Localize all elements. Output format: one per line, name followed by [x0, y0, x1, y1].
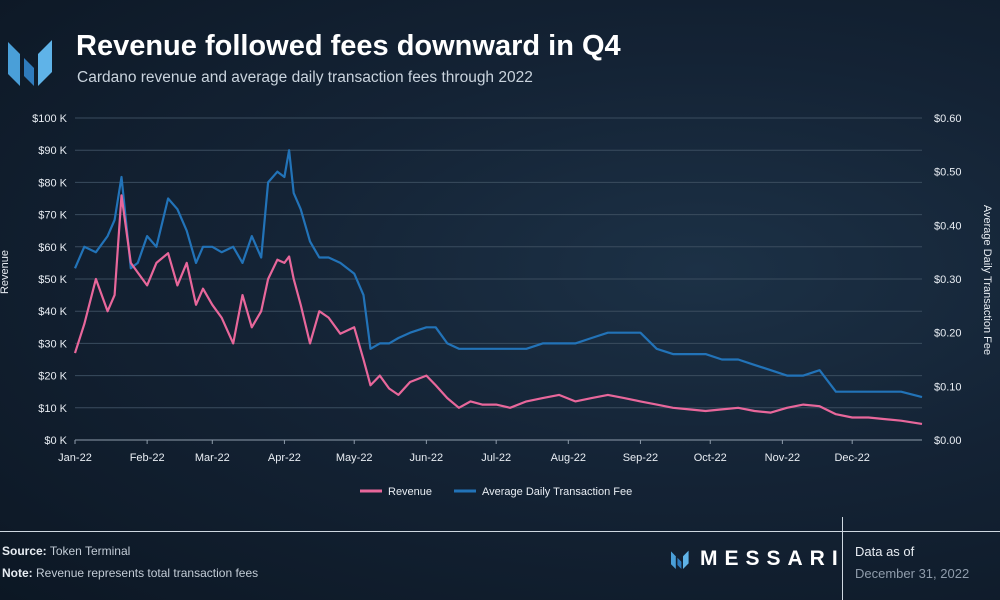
- legend-label-fee: Average Daily Transaction Fee: [482, 486, 632, 498]
- x-tick-label: Oct-22: [694, 452, 727, 464]
- x-tick-label: Sep-22: [623, 452, 658, 464]
- x-tick-label: Apr-22: [268, 452, 301, 464]
- series-lines: [73, 149, 923, 425]
- y-axis-left: $0 K $10 K $20 K $30 K $40 K $50 K $60 K $70 K $…: [32, 113, 68, 447]
- x-tick-label: Jan-22: [58, 452, 92, 464]
- data-as-of-date: December 31, 2022: [855, 566, 970, 581]
- legend: Revenue Average Daily Transaction Fee: [360, 486, 632, 498]
- y2-tick-label: $0.20: [934, 328, 962, 340]
- note-label: Note:: [2, 566, 33, 580]
- y-tick-label: $40 K: [38, 306, 67, 318]
- line-chart: $0 K $10 K $20 K $30 K $40 K $50 K $60 K $70 K $…: [0, 113, 993, 498]
- footer-vertical-divider: [842, 517, 843, 600]
- y-axis-right: $0.00 $0.10 $0.20 $0.30 $0.40 $0.50 $0.60: [934, 113, 962, 447]
- data-as-of-label: Data as of: [855, 544, 915, 559]
- y-tick-label: $70 K: [38, 210, 67, 222]
- x-tick-label: Feb-22: [130, 452, 165, 464]
- footer-divider: [0, 531, 1000, 532]
- brand: MESSARI: [670, 547, 845, 571]
- note-value: Revenue represents total transaction fee…: [36, 566, 259, 580]
- y-tick-label: $20 K: [38, 371, 67, 383]
- y-tick-label: $60 K: [38, 242, 67, 254]
- y2-tick-label: $0.60: [934, 113, 962, 125]
- y2-tick-label: $0.50: [934, 167, 962, 179]
- y-tick-label: $0 K: [44, 435, 67, 447]
- y-axis-label: Revenue: [0, 250, 11, 294]
- y2-tick-label: $0.10: [934, 381, 962, 393]
- source-label: Source:: [2, 544, 47, 558]
- x-tick-label: Mar-22: [195, 452, 230, 464]
- legend-label-revenue: Revenue: [388, 486, 432, 498]
- x-tick-label: Dec-22: [834, 452, 869, 464]
- y-tick-label: $90 K: [38, 145, 67, 157]
- chart-grid: [75, 117, 922, 441]
- y2-tick-label: $0.40: [934, 220, 962, 232]
- x-tick-label: Jun-22: [410, 452, 444, 464]
- brand-name: MESSARI: [700, 547, 845, 570]
- messari-brand-icon: [671, 550, 689, 569]
- x-tick-label: Aug-22: [551, 452, 586, 464]
- series-line-average-daily-transaction-fee: [73, 149, 923, 399]
- y-tick-label: $80 K: [38, 177, 67, 189]
- source-value: Token Terminal: [49, 544, 131, 558]
- source-note: Source: Token Terminal: [2, 544, 130, 558]
- series-line-revenue: [73, 194, 923, 425]
- x-tick-label: Nov-22: [765, 452, 800, 464]
- x-tick-label: May-22: [336, 452, 373, 464]
- y-tick-label: $30 K: [38, 338, 67, 350]
- messari-logo-icon: [8, 40, 52, 86]
- y2-tick-label: $0.30: [934, 274, 962, 286]
- y2-axis-label: Average Daily Transaction Fee: [981, 205, 993, 355]
- x-axis: Jan-22 Feb-22 Mar-22 Apr-22 May-22 Jun-22 Jul-…: [58, 440, 870, 464]
- x-tick-label: Jul-22: [481, 452, 511, 464]
- y-tick-label: $10 K: [38, 403, 67, 415]
- y-tick-label: $100 K: [32, 113, 68, 125]
- y2-tick-label: $0.00: [934, 435, 962, 447]
- note: Note: Revenue represents total transacti…: [2, 566, 258, 580]
- y-tick-label: $50 K: [38, 274, 67, 286]
- chart-subtitle: Cardano revenue and average daily transa…: [77, 69, 533, 86]
- chart-title: Revenue followed fees downward in Q4: [76, 30, 621, 62]
